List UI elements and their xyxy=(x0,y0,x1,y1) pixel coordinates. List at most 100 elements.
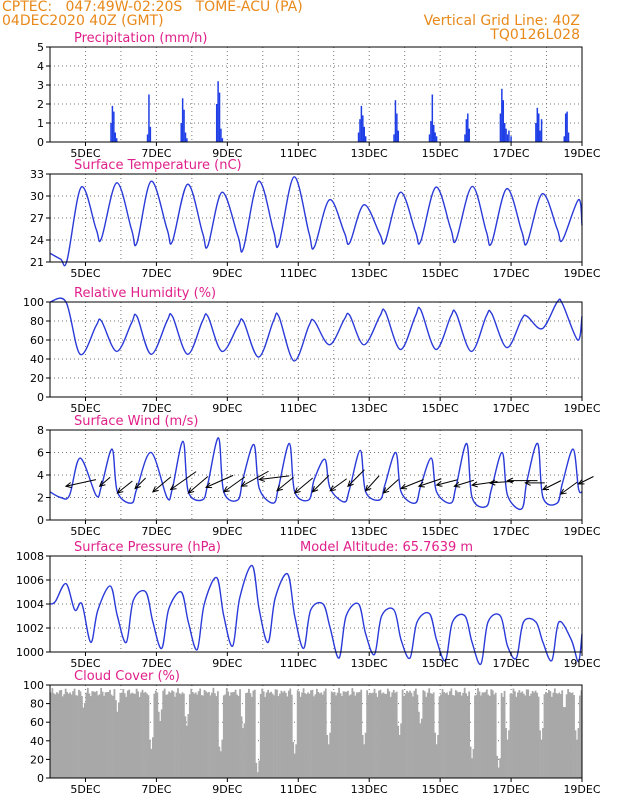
cloud-bar xyxy=(225,688,228,778)
cloud-bar xyxy=(344,691,346,778)
cloud-bar xyxy=(85,692,88,778)
y-tick-label: 80 xyxy=(30,698,44,711)
cloud-bar xyxy=(487,694,490,778)
cloud-bar xyxy=(162,690,165,778)
wind-arrowhead xyxy=(116,487,124,494)
cloud-bar xyxy=(194,692,197,778)
panel-1 xyxy=(46,173,583,267)
cloud-bar xyxy=(345,691,348,778)
y-tick-label: 100 xyxy=(23,296,44,309)
cloud-bar xyxy=(174,696,176,778)
cloud-bar xyxy=(394,692,397,778)
cloud-bar xyxy=(499,758,502,778)
cloud-bar xyxy=(417,711,420,778)
cloud-bar xyxy=(480,695,482,778)
cloud-bar xyxy=(151,737,154,778)
y-tick-label: 8 xyxy=(37,424,44,437)
x-tick-label: 13DEC xyxy=(351,147,388,160)
cloud-bar xyxy=(386,688,389,778)
precip-bar xyxy=(468,128,470,142)
cloud-bar xyxy=(296,690,299,778)
cloud-bar xyxy=(160,709,163,778)
cloud-bar xyxy=(100,688,103,778)
cloud-bar xyxy=(283,690,286,778)
cloud-bar xyxy=(457,692,460,778)
wind-vector xyxy=(471,481,498,486)
precip-bar xyxy=(360,105,363,142)
cloud-bar xyxy=(264,696,267,778)
precip-bar xyxy=(505,128,507,142)
cloud-bar xyxy=(437,734,439,778)
cloud-bar xyxy=(453,695,456,778)
cloud-bar xyxy=(112,695,114,778)
x-tick-label: 5DEC xyxy=(70,783,100,796)
cloud-bar xyxy=(568,691,571,778)
cloud-bar xyxy=(555,693,558,778)
wind-arrowhead xyxy=(488,479,496,486)
precip-bar xyxy=(110,123,112,142)
x-tick-label: 9DEC xyxy=(212,147,242,160)
cloud-bar xyxy=(255,762,258,778)
cloud-bar xyxy=(206,692,209,778)
cloud-bar xyxy=(60,689,63,778)
cloud-bar xyxy=(104,692,107,778)
cloud-bar xyxy=(539,730,541,778)
cloud-bar xyxy=(153,693,156,778)
precip-bar xyxy=(217,81,219,142)
cloud-bar xyxy=(512,688,515,778)
cloud-bar xyxy=(316,688,318,778)
cloud-bar xyxy=(465,693,468,778)
y-tick-label: 24 xyxy=(30,234,44,247)
cloud-bar xyxy=(422,690,425,778)
cloud-bar xyxy=(389,696,392,778)
precip-bar xyxy=(215,104,218,142)
precip-bar xyxy=(149,126,152,142)
cloud-bar xyxy=(131,692,134,778)
cloud-bar xyxy=(474,695,476,778)
cloud-bar xyxy=(163,688,166,778)
cloud-bar xyxy=(231,692,234,778)
model-label: TQ0126L028 xyxy=(490,27,580,43)
cloud-bar xyxy=(97,695,100,778)
cloud-bar xyxy=(456,691,459,778)
cloud-bar xyxy=(245,693,247,778)
wind-vector xyxy=(205,474,234,488)
cloud-bar xyxy=(579,695,581,778)
cloud-bar xyxy=(395,691,398,778)
wind-vector xyxy=(170,471,197,491)
y-tick-label: 1008 xyxy=(16,550,44,563)
cloud-bar xyxy=(543,694,546,778)
x-tick-label: 5DEC xyxy=(70,267,100,280)
cloud-bar xyxy=(565,694,568,778)
x-tick-label: 19DEC xyxy=(563,525,600,538)
cloud-bar xyxy=(115,700,117,778)
panel-2 xyxy=(46,297,583,401)
cloud-bar xyxy=(61,696,64,778)
precip-bar xyxy=(180,123,182,142)
wind-arrowhead xyxy=(435,480,443,487)
cloud-bar xyxy=(284,692,287,778)
cloud-bar xyxy=(95,691,98,778)
wind-vector xyxy=(241,470,269,487)
wind-vector xyxy=(259,475,290,480)
cloud-bar xyxy=(116,711,119,778)
precip-bar xyxy=(359,119,361,142)
cloud-bar xyxy=(262,691,265,778)
cloud-bar xyxy=(397,725,400,778)
cloud-bar xyxy=(327,744,330,778)
precip-bar xyxy=(357,132,360,142)
cloud-bar xyxy=(171,690,173,778)
wind-vector xyxy=(347,469,365,487)
cloud-bar xyxy=(280,690,283,778)
y-tick-label: 6 xyxy=(37,447,44,460)
cloud-bar xyxy=(301,692,303,778)
cloud-bar xyxy=(234,689,237,778)
cloud-bar xyxy=(475,694,478,778)
x-tick-label: 13DEC xyxy=(351,783,388,796)
cloud-bar xyxy=(577,728,580,778)
cloud-bar xyxy=(252,690,255,778)
cloud-bar xyxy=(321,694,324,778)
precip-bar xyxy=(362,115,364,142)
cloud-bar xyxy=(72,691,74,778)
cloud-bar xyxy=(308,693,311,778)
